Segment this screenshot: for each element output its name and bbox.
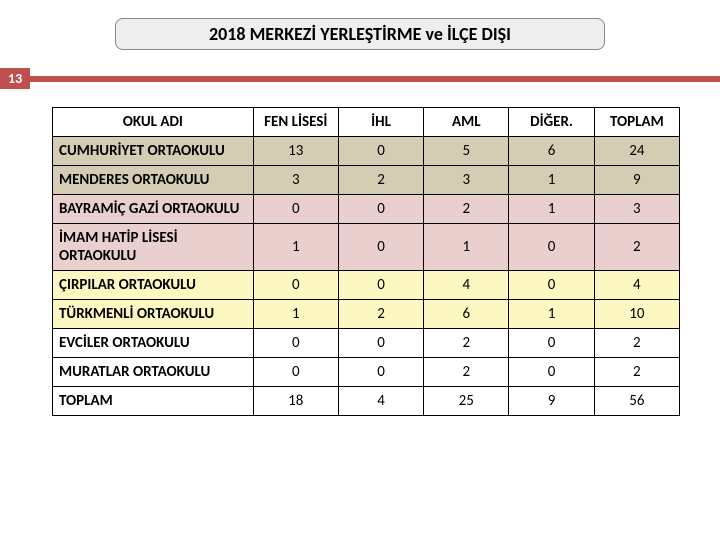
cell-aml: 2 <box>424 358 509 387</box>
cell-aml: 25 <box>424 387 509 416</box>
table-row: MENDERES ORTAOKULU 3 2 3 1 9 <box>53 166 680 195</box>
cell-ihl: 2 <box>338 300 423 329</box>
cell-aml: 4 <box>424 271 509 300</box>
col-okul-adi: OKUL ADI <box>53 108 254 137</box>
cell-ihl: 2 <box>338 166 423 195</box>
cell-aml: 1 <box>424 224 509 271</box>
table-row: CUMHURİYET ORTAOKULU 13 0 5 6 24 <box>53 137 680 166</box>
cell-name: TÜRKMENLİ ORTAOKULU <box>53 300 254 329</box>
cell-diger: 0 <box>509 271 594 300</box>
page-tag-row: 13 <box>0 68 720 89</box>
cell-ihl: 4 <box>338 387 423 416</box>
cell-fen: 0 <box>253 195 338 224</box>
cell-fen: 0 <box>253 358 338 387</box>
cell-name: İMAM HATİP LİSESİ ORTAOKULU <box>53 224 254 271</box>
table-row: BAYRAMİÇ GAZİ ORTAOKULU 0 0 2 1 3 <box>53 195 680 224</box>
cell-fen: 0 <box>253 271 338 300</box>
cell-diger: 0 <box>509 358 594 387</box>
cell-name: EVCİLER ORTAOKULU <box>53 329 254 358</box>
cell-aml: 5 <box>424 137 509 166</box>
cell-aml: 2 <box>424 195 509 224</box>
cell-diger: 6 <box>509 137 594 166</box>
cell-ihl: 0 <box>338 358 423 387</box>
cell-fen: 18 <box>253 387 338 416</box>
table-body: CUMHURİYET ORTAOKULU 13 0 5 6 24 MENDERE… <box>53 137 680 416</box>
cell-toplam: 24 <box>594 137 679 166</box>
table-row: ÇIRPILAR ORTAOKULU 0 0 4 0 4 <box>53 271 680 300</box>
cell-diger: 0 <box>509 224 594 271</box>
cell-aml: 3 <box>424 166 509 195</box>
cell-fen: 1 <box>253 300 338 329</box>
table-row-total: TOPLAM 18 4 25 9 56 <box>53 387 680 416</box>
accent-bar <box>30 76 720 82</box>
cell-ihl: 0 <box>338 137 423 166</box>
cell-aml: 6 <box>424 300 509 329</box>
cell-diger: 0 <box>509 329 594 358</box>
cell-ihl: 0 <box>338 224 423 271</box>
cell-name: TOPLAM <box>53 387 254 416</box>
table-row: EVCİLER ORTAOKULU 0 0 2 0 2 <box>53 329 680 358</box>
slide: 2018 MERKEZİ YERLEŞTİRME ve İLÇE DIŞI 13… <box>0 0 720 540</box>
cell-toplam: 2 <box>594 358 679 387</box>
cell-ihl: 0 <box>338 195 423 224</box>
cell-toplam: 2 <box>594 329 679 358</box>
cell-toplam: 56 <box>594 387 679 416</box>
table-header-row: OKUL ADI FEN LİSESİ İHL AML DİĞER. TOPLA… <box>53 108 680 137</box>
col-toplam: TOPLAM <box>594 108 679 137</box>
table-row: İMAM HATİP LİSESİ ORTAOKULU 1 0 1 0 2 <box>53 224 680 271</box>
cell-name: MURATLAR ORTAOKULU <box>53 358 254 387</box>
cell-ihl: 0 <box>338 329 423 358</box>
cell-fen: 1 <box>253 224 338 271</box>
page-number-tag: 13 <box>0 68 30 89</box>
cell-diger: 9 <box>509 387 594 416</box>
cell-fen: 3 <box>253 166 338 195</box>
cell-toplam: 9 <box>594 166 679 195</box>
cell-diger: 1 <box>509 300 594 329</box>
cell-toplam: 2 <box>594 224 679 271</box>
table-row: TÜRKMENLİ ORTAOKULU 1 2 6 1 10 <box>53 300 680 329</box>
cell-name: CUMHURİYET ORTAOKULU <box>53 137 254 166</box>
col-fen-lisesi: FEN LİSESİ <box>253 108 338 137</box>
table-row: MURATLAR ORTAOKULU 0 0 2 0 2 <box>53 358 680 387</box>
cell-fen: 13 <box>253 137 338 166</box>
table-container: OKUL ADI FEN LİSESİ İHL AML DİĞER. TOPLA… <box>0 89 720 416</box>
cell-ihl: 0 <box>338 271 423 300</box>
cell-fen: 0 <box>253 329 338 358</box>
cell-name: MENDERES ORTAOKULU <box>53 166 254 195</box>
placement-table: OKUL ADI FEN LİSESİ İHL AML DİĞER. TOPLA… <box>52 107 680 416</box>
cell-toplam: 4 <box>594 271 679 300</box>
cell-diger: 1 <box>509 195 594 224</box>
slide-title: 2018 MERKEZİ YERLEŞTİRME ve İLÇE DIŞI <box>115 18 605 50</box>
cell-aml: 2 <box>424 329 509 358</box>
cell-toplam: 3 <box>594 195 679 224</box>
col-aml: AML <box>424 108 509 137</box>
cell-toplam: 10 <box>594 300 679 329</box>
col-diger: DİĞER. <box>509 108 594 137</box>
cell-name: BAYRAMİÇ GAZİ ORTAOKULU <box>53 195 254 224</box>
cell-name: ÇIRPILAR ORTAOKULU <box>53 271 254 300</box>
col-ihl: İHL <box>338 108 423 137</box>
cell-diger: 1 <box>509 166 594 195</box>
